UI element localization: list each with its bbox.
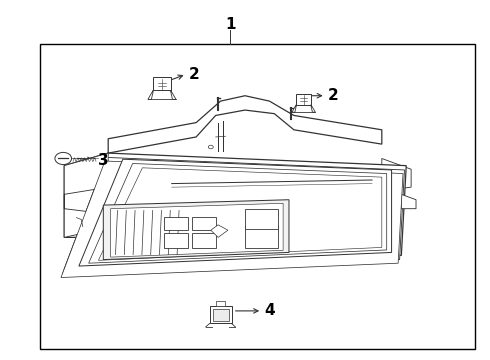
Text: 2: 2 (328, 88, 339, 103)
Polygon shape (171, 90, 176, 99)
Text: 2: 2 (189, 67, 199, 82)
Polygon shape (311, 105, 316, 112)
Polygon shape (148, 90, 153, 99)
Polygon shape (98, 168, 382, 260)
Bar (245, 226, 278, 248)
Polygon shape (292, 105, 296, 112)
Polygon shape (108, 96, 382, 153)
Bar (153, 77, 171, 90)
Bar (296, 94, 311, 105)
Circle shape (208, 145, 213, 149)
Bar (164, 233, 188, 248)
Bar (216, 301, 225, 306)
Polygon shape (62, 157, 404, 274)
Bar (192, 233, 216, 248)
Bar (40, 44, 475, 348)
Polygon shape (61, 161, 403, 278)
Bar (210, 306, 232, 323)
Bar (213, 309, 229, 320)
Bar (245, 210, 278, 229)
Polygon shape (89, 163, 387, 263)
Text: 3: 3 (98, 153, 109, 168)
Polygon shape (64, 153, 108, 237)
Polygon shape (64, 153, 406, 270)
Polygon shape (103, 200, 289, 260)
Bar (192, 217, 216, 230)
Polygon shape (64, 153, 108, 237)
Polygon shape (211, 225, 228, 237)
Polygon shape (111, 203, 283, 257)
Circle shape (55, 152, 72, 165)
Polygon shape (401, 194, 416, 209)
Text: 1: 1 (225, 17, 236, 32)
Bar (164, 217, 188, 230)
Polygon shape (79, 159, 392, 266)
Polygon shape (382, 158, 411, 191)
Text: 4: 4 (265, 303, 275, 318)
